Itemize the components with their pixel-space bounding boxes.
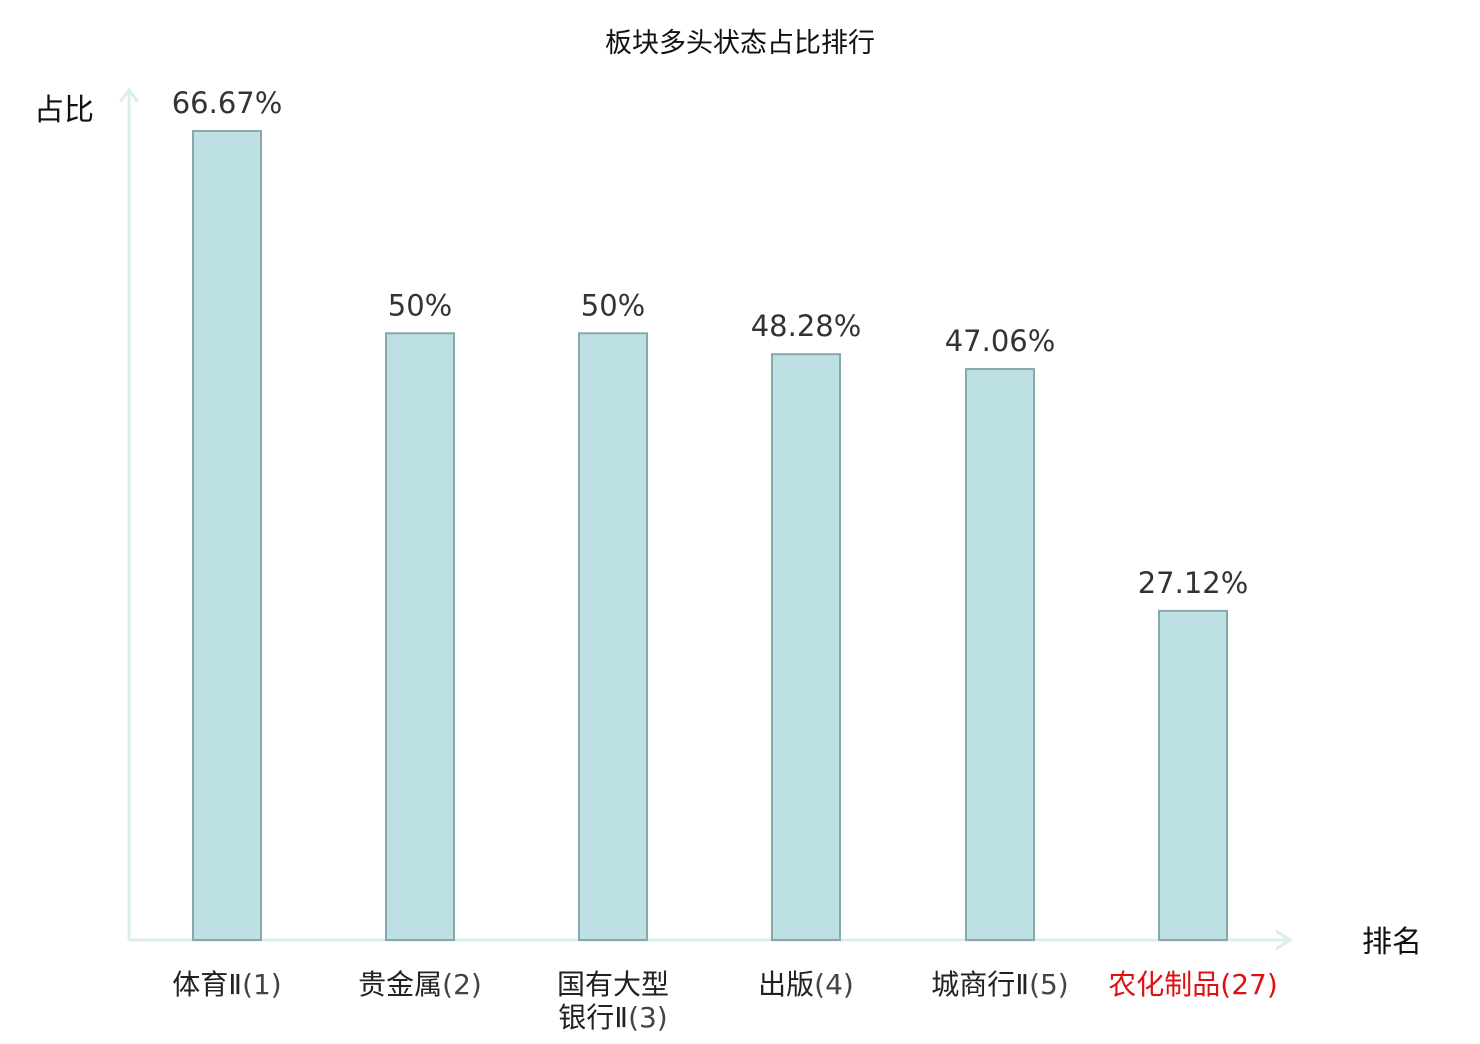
category-label-5: 城商行Ⅱ(5) [931,968,1068,1001]
category-label-4: 出版(4) [758,968,854,1001]
value-label-3: 50% [581,288,645,322]
category-label-6: 农化制品(27) [1108,968,1278,1001]
value-label-5: 47.06% [945,324,1056,358]
bar-1 [192,130,262,941]
bar-5 [965,367,1035,941]
x-axis-label: 排名 [1362,925,1422,960]
value-label-6: 27.12% [1138,566,1249,600]
x-axis-arrow [1275,929,1293,951]
axes [118,87,1293,951]
category-label-3-line-1: 国有大型 [557,968,669,1001]
category-label-2: 贵金属(2) [358,968,482,1001]
bar-6 [1158,609,1228,942]
y-axis-arrow [118,87,140,103]
value-label-2: 50% [388,288,452,322]
value-label-4: 48.28% [751,309,862,343]
bars [192,130,1228,942]
bar-4 [771,353,841,941]
bar-3 [578,332,648,941]
category-label-1: 体育Ⅱ(1) [172,968,281,1001]
bar-2 [385,332,455,941]
value-labels: 66.67% 50% 50% 48.28% 47.06% 27.12% [172,86,1249,600]
y-axis-label: 占比 [34,93,94,128]
chart-title: 板块多头状态占比排行 [605,28,875,59]
value-label-1: 66.67% [172,86,283,120]
category-label-3-line-2: 银行Ⅱ(3) [558,1001,667,1034]
